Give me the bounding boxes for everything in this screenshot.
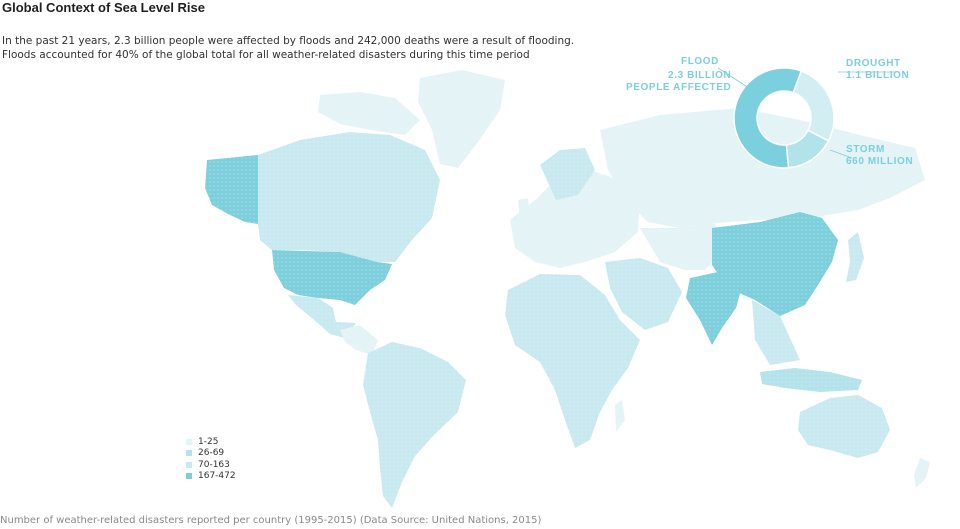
storm-category: STORM [846, 144, 885, 155]
legend: 1-25 26-69 70-163 167-472 [186, 436, 236, 482]
flood-category: FLOOD [681, 56, 719, 67]
map-title: Global Context of Sea Level Rise [2, 0, 205, 15]
legend-label: 70-163 [198, 459, 230, 470]
legend-item: 1-25 [186, 436, 236, 448]
legend-swatch-2 [186, 450, 192, 457]
source-caption: Number of weather-related disasters repo… [0, 515, 542, 526]
donut-leader-lines [717, 67, 898, 159]
intro-line-1: In the past 21 years, 2.3 billion people… [2, 35, 575, 47]
drought-value: 1.1 BILLION [846, 70, 910, 81]
donut-segment-flood [733, 67, 803, 169]
drought-category: DROUGHT [846, 58, 901, 69]
legend-label: 167-472 [198, 471, 236, 482]
legend-label: 1-25 [198, 436, 219, 447]
donut-label-flood-value: 2.3 BILLION PEOPLE AFFECTED [626, 70, 731, 94]
legend-item: 26-69 [186, 448, 236, 460]
legend-label: 26-69 [198, 448, 225, 459]
legend-swatch-4 [186, 473, 192, 480]
legend-item: 70-163 [186, 459, 236, 471]
donut-label-storm: STORM 660 MILLION [846, 144, 913, 168]
flood-value: 2.3 BILLION [668, 70, 732, 81]
legend-swatch-3 [186, 461, 192, 468]
legend-item: 167-472 [186, 471, 236, 483]
leader-line-storm [829, 149, 853, 159]
leader-line-flood [717, 67, 753, 91]
donut-label-flood: FLOOD [681, 56, 719, 68]
legend-swatch-1 [186, 438, 192, 445]
storm-value: 660 MILLION [846, 156, 914, 167]
intro-line-2: Floods accounted for 40% of the global t… [2, 49, 530, 61]
flood-unit: PEOPLE AFFECTED [626, 82, 732, 93]
donut-label-drought: DROUGHT 1.1 BILLION [846, 58, 909, 82]
dot-texture [0, 60, 960, 520]
intro-text: In the past 21 years, 2.3 billion people… [2, 34, 574, 62]
donut-chart [733, 67, 835, 169]
